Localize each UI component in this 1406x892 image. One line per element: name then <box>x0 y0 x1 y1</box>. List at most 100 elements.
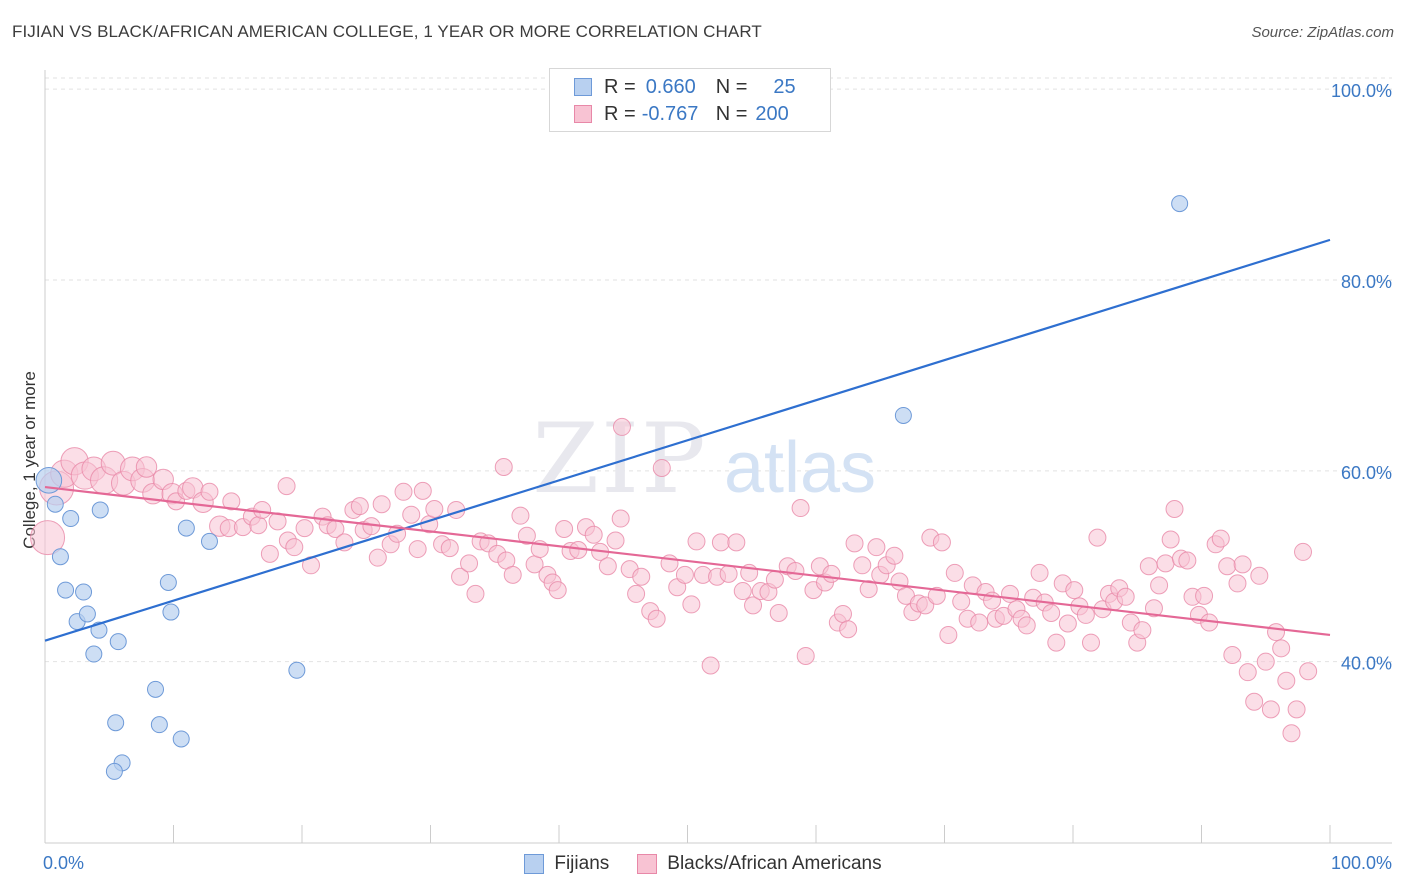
fijians-point <box>172 730 190 748</box>
blacks-point <box>1116 587 1135 606</box>
blacks-point <box>368 548 387 567</box>
blacks-point <box>372 495 391 514</box>
fijians-points <box>35 195 1189 780</box>
blacks-point <box>744 596 763 615</box>
blacks-point <box>1065 581 1084 600</box>
y-tick-label: 60.0% <box>1341 463 1392 483</box>
blacks-point <box>253 500 272 519</box>
bottom-legend-swatch-fijians <box>524 854 545 874</box>
blacks-point <box>425 499 444 518</box>
legend-n-label: N = <box>715 75 748 98</box>
blacks-point <box>1178 551 1197 570</box>
chart-title: FIJIAN VS BLACK/AFRICAN AMERICAN COLLEGE… <box>12 22 762 41</box>
blacks-point <box>952 592 971 611</box>
bottom-legend-swatch-blacks <box>637 854 658 874</box>
fijians-point <box>75 583 93 601</box>
blacks-point <box>711 533 730 552</box>
blacks-point <box>517 526 536 545</box>
x-tick-label-max: 100.0% <box>1331 853 1392 873</box>
y-tick-label: 40.0% <box>1341 654 1392 674</box>
y-tick-label: 80.0% <box>1341 272 1392 292</box>
blacks-point <box>627 584 646 603</box>
blacks-point <box>885 546 904 565</box>
blacks-point <box>612 417 631 436</box>
legend: R = 0.660 N = 25 R = -0.767 N = 200 <box>549 68 831 132</box>
fijians-point <box>91 501 109 519</box>
fijians-point <box>147 680 165 698</box>
legend-n-value-fijians: 25 <box>773 75 796 98</box>
blacks-point <box>611 509 630 528</box>
blacks-point <box>1294 542 1313 561</box>
fijians-point <box>57 581 75 599</box>
blacks-point <box>1161 530 1180 549</box>
trend-lines <box>44 238 1331 642</box>
bottom-legend: Fijians Blacks/African Americans <box>0 850 1406 878</box>
legend-row-fijians: R = 0.660 N = 25 <box>574 74 796 100</box>
blacks-point <box>1233 555 1252 574</box>
blacks-point <box>1245 692 1264 711</box>
fijians-point <box>894 406 912 424</box>
blacks-point <box>1228 574 1247 593</box>
blacks-point <box>1287 700 1306 719</box>
fijians-point <box>159 573 177 591</box>
blacks-point <box>511 506 530 525</box>
fijians-point <box>288 661 306 679</box>
blacks-point <box>249 516 268 535</box>
bottom-legend-blacks: Blacks/African Americans <box>637 853 882 875</box>
blacks-point <box>1261 700 1280 719</box>
blacks-point <box>135 456 158 478</box>
blacks-point <box>853 556 872 575</box>
legend-row-blacks: R = -0.767 N = 200 <box>574 101 789 127</box>
blacks-point <box>1017 616 1036 635</box>
blacks-point <box>719 564 738 583</box>
blacks-point <box>460 554 479 573</box>
blacks-point <box>727 533 746 552</box>
watermark-atlas: atlas <box>724 428 876 508</box>
legend-n-label: N = <box>715 102 748 125</box>
blacks-point <box>260 544 279 563</box>
fijians-point <box>109 633 127 651</box>
legend-r-value-blacks: -0.767 <box>641 102 699 125</box>
fijians-point <box>1171 195 1189 213</box>
blacks-point <box>451 567 470 586</box>
blacks-point <box>822 564 841 583</box>
blacks-point <box>222 492 241 511</box>
blacks-point <box>30 520 66 556</box>
blacks-point <box>845 534 864 553</box>
blacks-point <box>786 562 805 581</box>
fijians-point <box>46 495 64 513</box>
blacks-point <box>584 525 603 544</box>
blacks-point <box>1165 499 1184 518</box>
blacks-points <box>30 417 1318 743</box>
blacks-point <box>200 482 219 501</box>
blacks-point <box>1150 576 1169 595</box>
blacks-point <box>402 505 421 524</box>
blacks-point <box>1076 605 1095 624</box>
blacks-point <box>1299 662 1318 681</box>
blacks-point <box>1277 671 1296 690</box>
legend-swatch-blacks <box>574 105 592 123</box>
bottom-legend-label-blacks: Blacks/African Americans <box>667 853 882 874</box>
blacks-point <box>1058 614 1077 633</box>
fijians-trend-line <box>44 238 1331 642</box>
blacks-point <box>503 565 522 584</box>
blacks-point <box>1030 563 1049 582</box>
fijians-point <box>35 467 63 494</box>
blacks-point <box>295 519 314 538</box>
blacks-point <box>927 586 946 605</box>
blacks-point <box>1081 633 1100 652</box>
blacks-point <box>413 481 432 500</box>
blacks-point <box>1267 623 1286 642</box>
blacks-point <box>859 580 878 599</box>
blacks-point <box>765 570 784 589</box>
blacks-point <box>867 538 886 557</box>
tick-labels: 40.0% 60.0% 80.0% 100.0% 0.0% 100.0% <box>43 81 1392 873</box>
blacks-point <box>466 584 485 603</box>
blacks-point <box>350 497 369 516</box>
blacks-point <box>1272 639 1291 658</box>
bottom-legend-label-fijians: Fijians <box>554 853 610 874</box>
fijians-point <box>177 519 195 537</box>
blacks-point <box>647 609 666 628</box>
blacks-point <box>1238 663 1257 682</box>
blacks-point <box>932 533 951 552</box>
